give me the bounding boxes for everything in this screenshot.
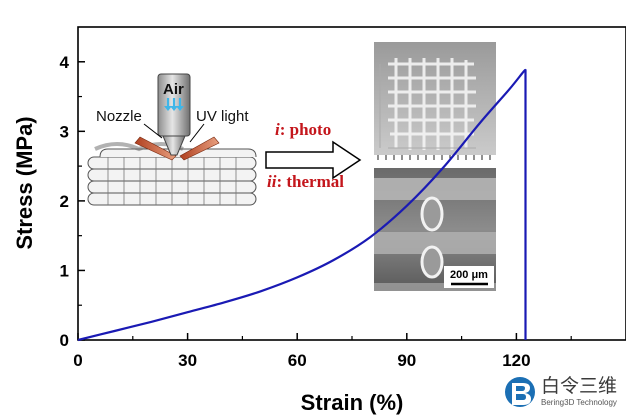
printed-lattice-photo: [374, 42, 496, 165]
y-tick-label: 4: [60, 53, 70, 72]
x-axis: 0 30 60 90 120: [73, 333, 572, 370]
uv-pointer: [189, 123, 205, 143]
y-axis: 0 1 2 3 4: [60, 53, 85, 350]
stress-strain-curve: [77, 68, 527, 342]
watermark-sub: Bering3D Technology: [541, 398, 617, 407]
nozzle-label: Nozzle: [96, 108, 142, 125]
nozzle-tip: [162, 135, 186, 156]
scale-bar-label: 200 μm: [450, 269, 488, 281]
sem-micrograph: 200 μm: [374, 168, 496, 291]
y-tick-label: 1: [60, 261, 69, 280]
y-tick-label: 2: [60, 192, 69, 211]
process-arrow: [265, 140, 362, 180]
x-tick-label: 30: [178, 351, 197, 370]
watermark-main: 白令三维: [541, 375, 617, 397]
lattice-structure-illustration: [87, 142, 257, 206]
y-axis-title: Stress (MPa): [12, 116, 37, 249]
x-tick-label: 120: [502, 351, 530, 370]
y-tick-label: 3: [60, 122, 69, 141]
bering3d-logo-icon: [505, 377, 535, 407]
uv-beam-left: [134, 136, 177, 161]
x-axis-title: Strain (%): [301, 390, 404, 415]
printing-schematic: Air Nozzle UV light: [87, 73, 257, 206]
thermal-label: ii: thermal: [267, 172, 344, 191]
y-tick-label: 0: [60, 331, 69, 350]
x-tick-label: 0: [73, 351, 82, 370]
nozzle-pointer: [143, 123, 163, 139]
x-tick-label: 60: [288, 351, 307, 370]
watermark: 白令三维 Bering3D Technology: [496, 370, 626, 420]
photo-label: i: photo: [275, 120, 331, 139]
uv-light-label: UV light: [196, 108, 249, 125]
uv-beam-right: [179, 136, 220, 161]
air-arrows-icon: [164, 98, 184, 111]
air-label: Air: [163, 81, 184, 98]
x-tick-label: 90: [397, 351, 416, 370]
